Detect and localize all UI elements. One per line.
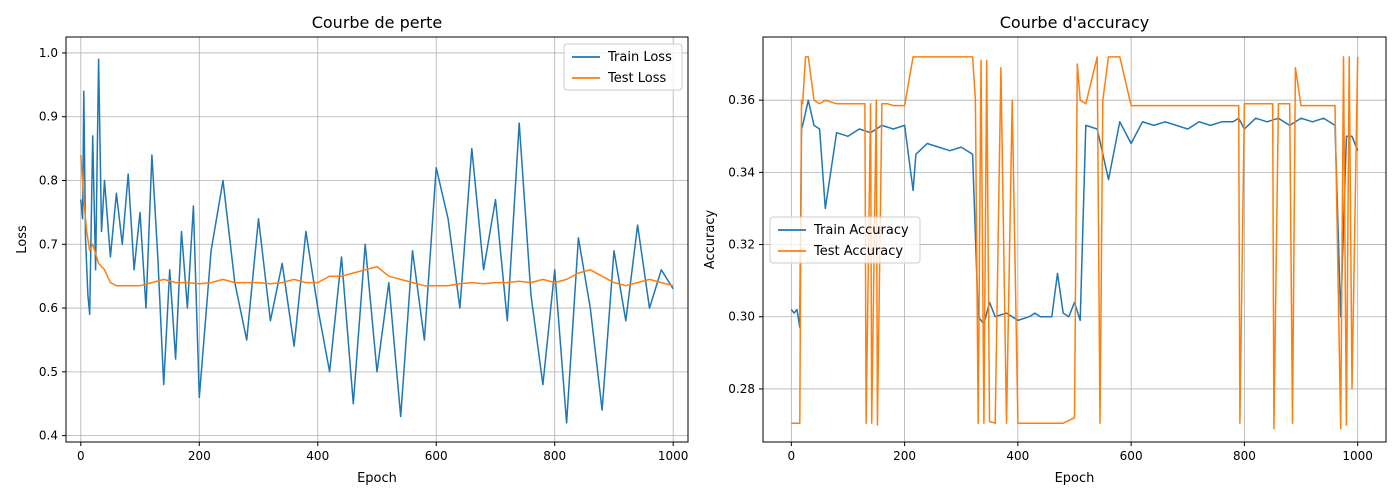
y-tick-label: 0.36 xyxy=(728,93,755,107)
chart-panel-1: 0 200 400 600 800 1000 0.4 0.5 0.6 0.7 0.8 0.9 1.0 Co… xyxy=(15,13,689,486)
legend-label: Train Accuracy xyxy=(813,223,909,238)
y-tick-label: 0.4 xyxy=(39,429,58,443)
y-tick-label: 0.28 xyxy=(728,382,755,396)
y-tick-label: 1.0 xyxy=(39,46,58,60)
legend: Train Accuracy Test Accuracy xyxy=(769,216,921,264)
x-axis-label: Epoch xyxy=(1055,471,1095,486)
x-tick-label: 1000 xyxy=(1342,449,1373,463)
axes-frame xyxy=(762,36,1387,443)
y-tick-label: 0.30 xyxy=(728,310,755,324)
series-line-train-accuracy xyxy=(790,99,1359,329)
x-axis-label: Epoch xyxy=(357,471,397,486)
legend-label: Train Loss xyxy=(607,50,672,65)
x-tick-label: 800 xyxy=(543,449,566,463)
legend: Train Loss Test Loss xyxy=(563,43,683,91)
x-tick-label: 0 xyxy=(77,449,85,463)
x-tick-label: 400 xyxy=(1006,449,1029,463)
x-tick-label: 400 xyxy=(306,449,329,463)
legend-box xyxy=(769,216,921,264)
chart-title: Courbe de perte xyxy=(312,13,443,32)
chart-panel-2: 0 200 400 600 800 1000 0.28 0.30 0.32 0.34 0.36 Cou… xyxy=(703,13,1387,486)
axes-frame xyxy=(65,36,689,443)
series-line-train-loss xyxy=(80,58,674,424)
y-tick-label: 0.5 xyxy=(39,365,58,379)
y-tick-label: 0.32 xyxy=(728,238,755,252)
x-tick-label: 800 xyxy=(1233,449,1256,463)
y-tick-label: 0.8 xyxy=(39,174,58,188)
y-axis-label: Accuracy xyxy=(703,210,718,270)
x-tick-label: 200 xyxy=(893,449,916,463)
x-tick-label: 0 xyxy=(787,449,795,463)
x-tick-label: 600 xyxy=(425,449,448,463)
y-tick-label: 0.9 xyxy=(39,110,58,124)
legend-label: Test Accuracy xyxy=(813,244,903,259)
x-tick-label: 1000 xyxy=(658,449,689,463)
y-tick-label: 0.7 xyxy=(39,237,58,251)
x-tick-label: 600 xyxy=(1120,449,1143,463)
series-line-test-accuracy xyxy=(791,56,1359,430)
chart-title: Courbe d'accuracy xyxy=(1000,13,1150,32)
y-tick-label: 0.6 xyxy=(39,301,58,315)
series-line-test-loss xyxy=(80,154,674,287)
y-tick-label: 0.34 xyxy=(728,165,755,179)
x-tick-label: 200 xyxy=(188,449,211,463)
legend-label: Test Loss xyxy=(607,71,666,86)
y-axis-label: Loss xyxy=(15,225,30,254)
